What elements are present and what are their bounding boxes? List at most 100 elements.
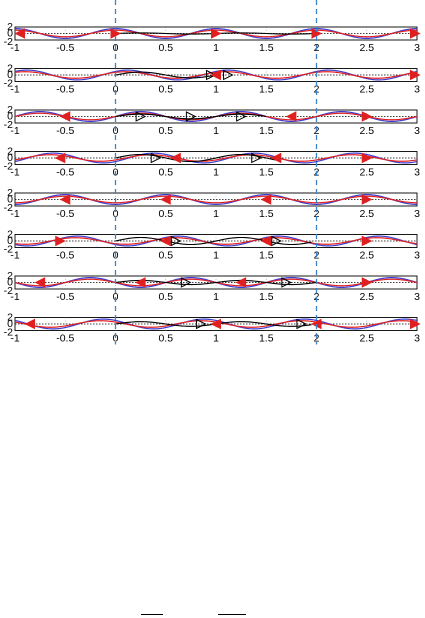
y-tick-label: 0 bbox=[7, 235, 13, 247]
red-series-line bbox=[14, 154, 418, 162]
x-tick-label: 3 bbox=[414, 250, 420, 262]
y-tick-label: 0 bbox=[7, 111, 13, 123]
x-tick-label: 1.5 bbox=[259, 250, 274, 262]
arrow-marker bbox=[170, 152, 181, 164]
arrow-marker bbox=[271, 235, 282, 247]
x-tick-label: 0.5 bbox=[158, 125, 173, 137]
red-series-line bbox=[14, 29, 418, 38]
x-tick-label: 3 bbox=[414, 333, 420, 345]
x-tick-label: 1.5 bbox=[259, 333, 274, 345]
y-tick-label: 2 bbox=[7, 270, 13, 282]
x-tick-label: -1 bbox=[10, 250, 19, 262]
x-tick-label: 2.5 bbox=[359, 125, 374, 137]
x-tick-label: 1 bbox=[213, 125, 219, 137]
x-tick-label: 3 bbox=[414, 291, 420, 303]
x-tick-label: 1 bbox=[213, 333, 219, 345]
arrow-marker bbox=[210, 69, 221, 81]
panel-2: 20-2-1 -0.5 0 0.5 1 1.5 2 2.5 3 bbox=[4, 63, 421, 96]
arrow-marker bbox=[59, 194, 71, 205]
x-tick-label: 0.5 bbox=[158, 84, 173, 96]
arrow-marker bbox=[170, 235, 182, 247]
x-tick-label: 1.5 bbox=[259, 125, 274, 137]
red-series-line bbox=[14, 195, 418, 204]
x-tick-label: 1 bbox=[213, 42, 219, 54]
arrow-marker bbox=[34, 277, 46, 288]
panel-8: 20-2-1 -0.5 0 0.5 1 1.5 2 2.5 3 bbox=[4, 312, 421, 345]
x-tick-label: 0.5 bbox=[158, 42, 173, 54]
y-tick-label: -2 bbox=[4, 202, 13, 214]
x-tick-label: 2 bbox=[314, 333, 320, 345]
x-tick-label: -0.5 bbox=[56, 250, 74, 262]
y-tick-label: 2 bbox=[7, 63, 13, 75]
x-tick-label: 2.5 bbox=[359, 84, 374, 96]
black-series-line bbox=[115, 236, 312, 246]
x-tick-label: 1.5 bbox=[259, 167, 274, 179]
x-tick-label: 3 bbox=[414, 125, 420, 137]
x-tick-label: 2.5 bbox=[359, 333, 374, 345]
x-tick-label: 1.5 bbox=[259, 291, 274, 303]
panel-1: 20-2-1-0.500.511.522.53 bbox=[4, 21, 421, 54]
blue-series-line bbox=[14, 69, 418, 81]
x-tick-label: -1 bbox=[10, 208, 19, 220]
arrow-marker bbox=[180, 277, 192, 288]
x-tick-label: -0.5 bbox=[56, 291, 74, 303]
x-tick-label: 2.5 bbox=[359, 291, 374, 303]
y-tick-label: 0 bbox=[7, 277, 13, 289]
x-tick-label: -0.5 bbox=[56, 167, 74, 179]
y-tick-label: -2 bbox=[4, 285, 13, 297]
y-tick-label: 2 bbox=[7, 187, 13, 199]
arrow-marker bbox=[236, 111, 247, 122]
x-tick-label: 2 bbox=[314, 208, 320, 220]
arrow-marker bbox=[195, 318, 207, 330]
y-tick-label: 0 bbox=[7, 318, 13, 330]
arrow-marker bbox=[296, 318, 308, 330]
x-tick-label: 0.5 bbox=[158, 291, 173, 303]
y-tick-label: 0 bbox=[7, 194, 13, 206]
x-tick-label: -0.5 bbox=[56, 42, 74, 54]
y-tick-label: 2 bbox=[7, 312, 13, 324]
y-tick-label: -2 bbox=[4, 161, 13, 173]
x-tick-label: -1 bbox=[10, 84, 19, 96]
arrow-marker bbox=[223, 69, 234, 81]
x-tick-label: -1 bbox=[10, 167, 19, 179]
arrow-marker bbox=[205, 69, 217, 81]
arrow-marker bbox=[135, 111, 147, 122]
x-tick-label: -0.5 bbox=[56, 84, 74, 96]
y-tick-label: 0 bbox=[7, 69, 13, 81]
y-tick-label: -2 bbox=[4, 36, 13, 48]
x-tick-label: 2.5 bbox=[359, 250, 374, 262]
arrow-marker bbox=[361, 235, 373, 247]
black-series-line bbox=[115, 153, 277, 163]
x-tick-label: -0.5 bbox=[56, 125, 74, 137]
y-tick-label: -2 bbox=[4, 78, 13, 90]
arrow-marker bbox=[361, 277, 373, 288]
x-tick-label: 1 bbox=[213, 208, 219, 220]
stacked-wave-panels: 20-2-1-0.500.511.522.5320-2-1-0.500.511.… bbox=[4, 0, 421, 345]
black-series-line bbox=[115, 279, 317, 286]
footer-rule-left bbox=[141, 614, 163, 615]
arrow-marker bbox=[270, 152, 282, 164]
arrow-marker bbox=[260, 235, 272, 247]
x-tick-label: 1 bbox=[213, 250, 219, 262]
arrow-marker bbox=[14, 28, 26, 39]
arrow-marker bbox=[185, 111, 197, 122]
x-tick-label: -1 bbox=[10, 291, 19, 303]
arrow-marker bbox=[409, 318, 421, 330]
x-tick-label: 0 bbox=[113, 333, 119, 345]
y-tick-label: -2 bbox=[4, 244, 13, 256]
x-tick-label: 2 bbox=[314, 84, 320, 96]
x-tick-label: -1 bbox=[10, 42, 19, 54]
arrow-marker bbox=[361, 111, 373, 122]
arrow-marker bbox=[211, 28, 222, 39]
x-tick-label: 2.5 bbox=[359, 208, 374, 220]
y-tick-label: 2 bbox=[7, 21, 13, 33]
x-tick-label: 0.5 bbox=[158, 333, 173, 345]
x-tick-label: 2.5 bbox=[359, 42, 374, 54]
x-tick-label: 0.5 bbox=[158, 208, 173, 220]
x-tick-label: 1 bbox=[213, 167, 219, 179]
x-tick-label: 3 bbox=[414, 42, 420, 54]
x-tick-label: 3 bbox=[414, 167, 420, 179]
x-tick-label: 1.5 bbox=[259, 208, 274, 220]
blue-series-line bbox=[14, 28, 418, 39]
arrow-marker bbox=[235, 277, 247, 288]
